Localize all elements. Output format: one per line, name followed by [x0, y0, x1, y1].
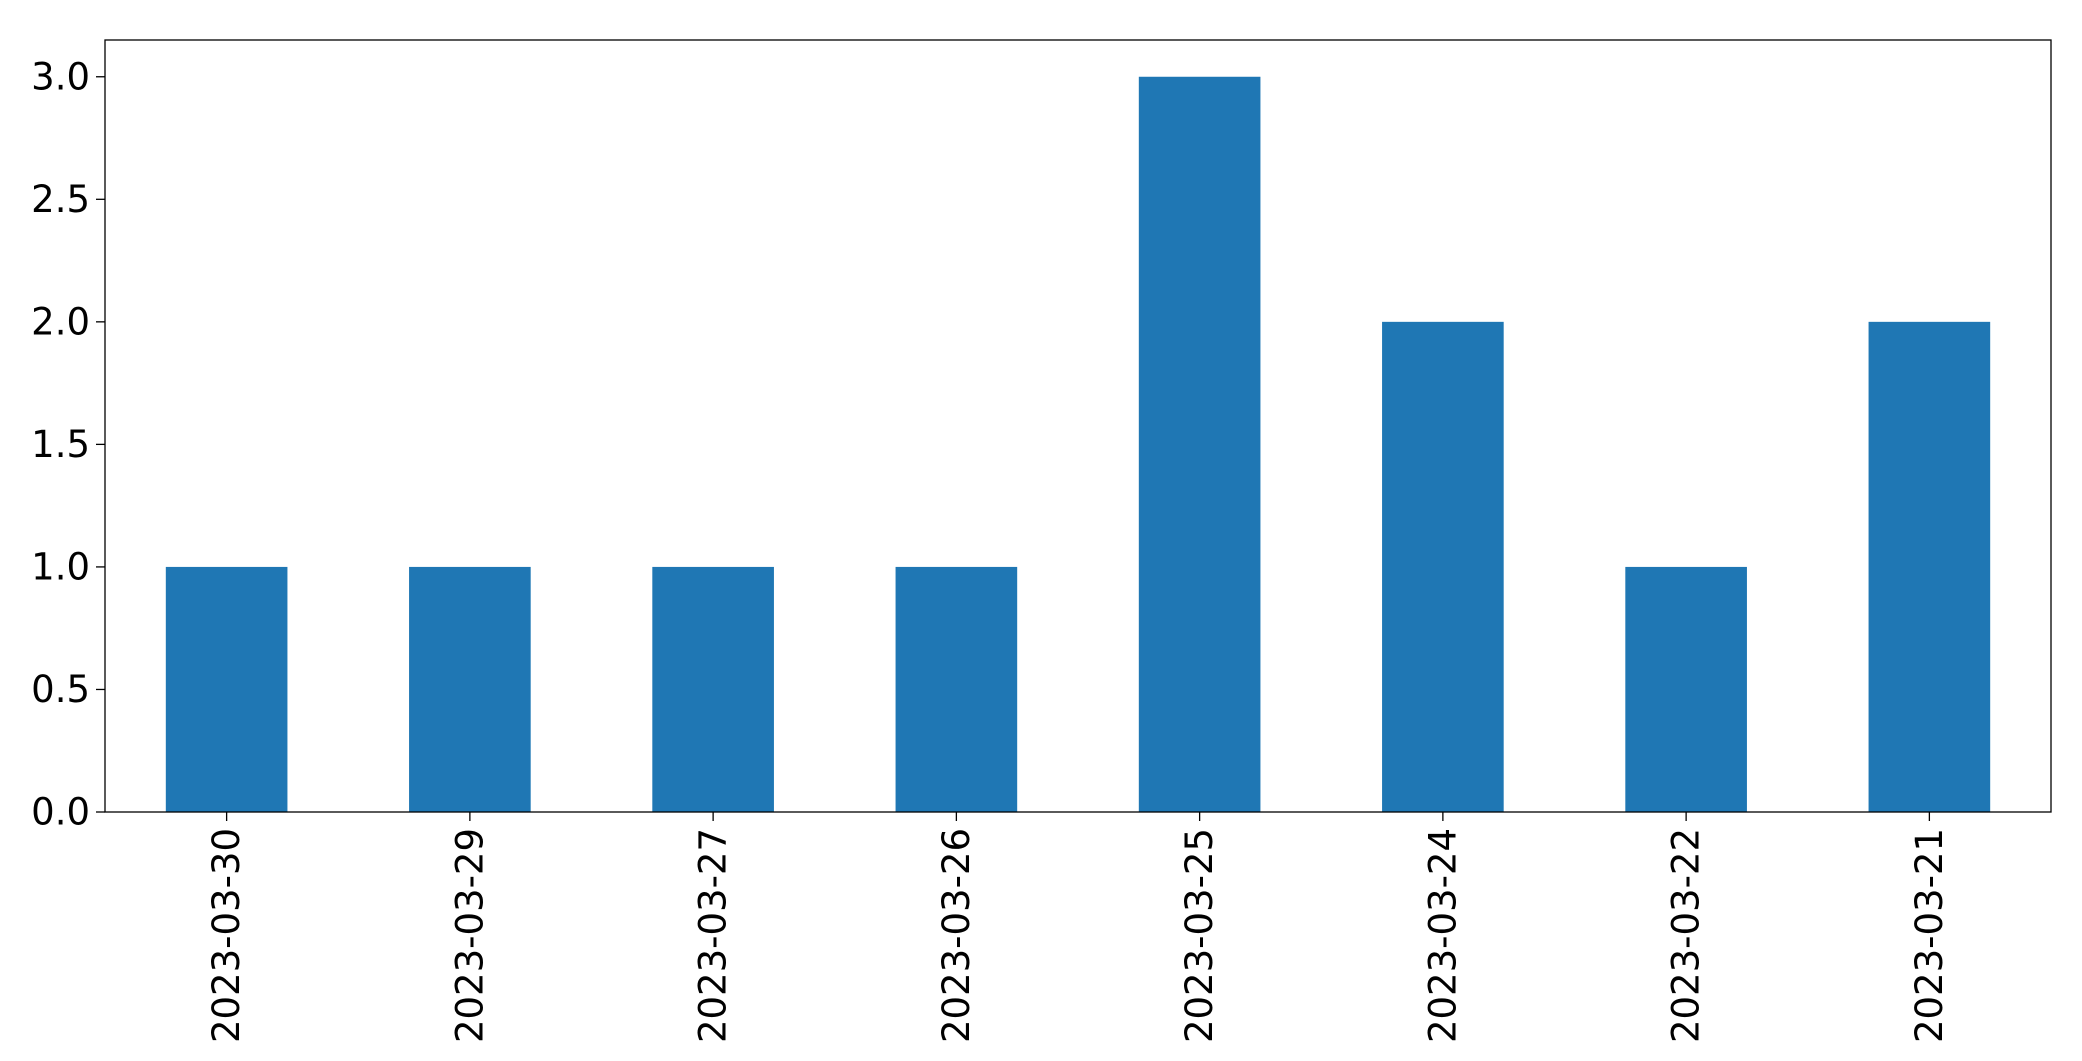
bar-2023-03-25: [1138, 76, 1261, 812]
x-tick-label: 2023-03-24: [1421, 828, 1464, 1043]
y-tick-label: 1.5: [31, 423, 90, 466]
y-tick-label: 3.0: [31, 55, 90, 98]
y-tick-label: 2.5: [31, 178, 90, 221]
y-tick-label: 0.0: [31, 791, 90, 834]
bar-2023-03-22: [1625, 566, 1747, 812]
plot-frame: [104, 39, 2052, 813]
x-axis: 2023-03-30 2023-03-29 2023-03-27 2023-03-26…: [205, 812, 1951, 1043]
x-tick-label: 2023-03-21: [1908, 828, 1951, 1043]
y-axis: 0.0 0.5 1.0 1.5 2.0 2.5 3.0: [31, 55, 105, 834]
x-tick-label: 2023-03-25: [1178, 828, 1221, 1043]
y-tick-label: 0.5: [31, 668, 90, 711]
bar-2023-03-30: [165, 566, 288, 812]
bar-2023-03-21: [1868, 321, 1991, 812]
bar-2023-03-26: [895, 566, 1018, 812]
bar-2023-03-29: [409, 566, 531, 812]
y-tick-label: 2.0: [31, 300, 90, 343]
x-tick-label: 2023-03-26: [935, 828, 978, 1043]
bar-2023-03-27: [652, 566, 774, 812]
x-tick-label: 2023-03-22: [1665, 828, 1708, 1043]
x-tick-label: 2023-03-30: [205, 828, 248, 1043]
x-tick-label: 2023-03-29: [448, 828, 491, 1043]
bar-2023-03-24: [1382, 321, 1504, 812]
bars-group: [165, 76, 1991, 812]
x-tick-label: 2023-03-27: [692, 828, 735, 1043]
y-tick-label: 1.0: [31, 545, 90, 588]
